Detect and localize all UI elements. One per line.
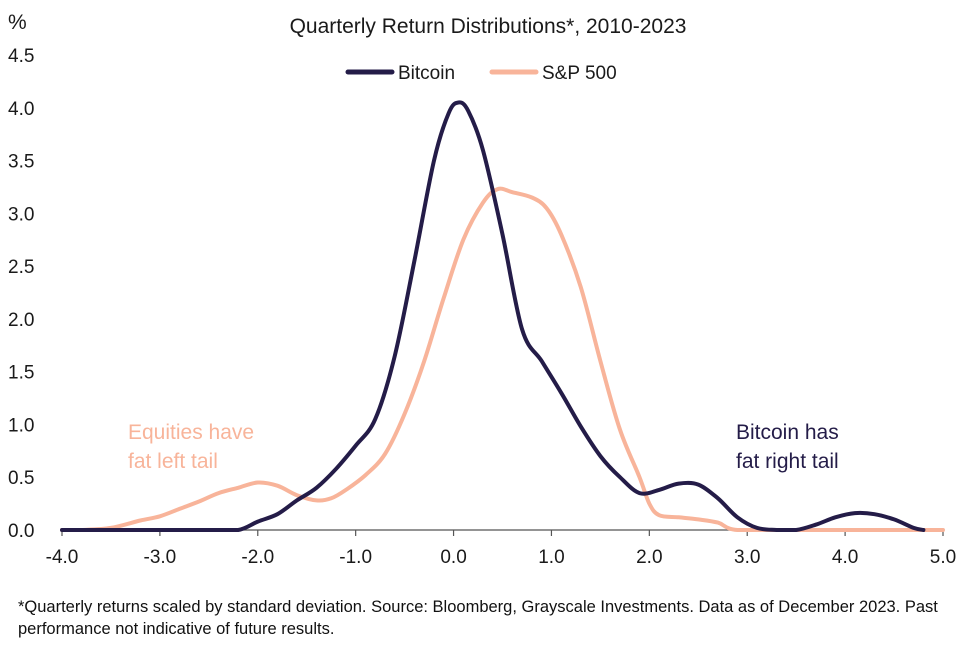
legend: Bitcoin S&P 500 xyxy=(345,63,617,84)
y-tick-label: 1.5 xyxy=(8,363,34,384)
series-line-bitcoin xyxy=(60,100,926,532)
y-axis-unit-label: % xyxy=(8,11,27,34)
y-tick-label: 0.5 xyxy=(8,468,34,489)
annotation-bitcoin-line2: fat right tail xyxy=(736,450,839,473)
y-tick-label: 3.5 xyxy=(8,152,34,173)
x-tick-label: -2.0 xyxy=(241,547,274,568)
x-tick-label: -4.0 xyxy=(46,547,79,568)
annotation-bitcoin-line1: Bitcoin has xyxy=(736,421,839,444)
y-tick-label: 1.0 xyxy=(8,415,34,436)
x-tick-label: 3.0 xyxy=(734,547,760,568)
series-line-sp500 xyxy=(60,186,945,533)
y-tick-label: 4.5 xyxy=(8,46,34,67)
x-tick-label: 5.0 xyxy=(930,547,956,568)
x-tick-label: 4.0 xyxy=(832,547,858,568)
footnote: *Quarterly returns scaled by standard de… xyxy=(18,598,938,638)
annotation-equities-line2: fat left tail xyxy=(128,450,218,473)
y-tick-label: 0.0 xyxy=(8,521,34,542)
x-tick-label: 0.0 xyxy=(440,547,466,568)
chart-title: Quarterly Return Distributions*, 2010-20… xyxy=(290,15,687,38)
series-lines xyxy=(60,100,945,533)
y-tick-label: 2.5 xyxy=(8,257,34,278)
x-tick-label: 1.0 xyxy=(538,547,564,568)
x-tick-label: 2.0 xyxy=(636,547,662,568)
x-tick-label: -3.0 xyxy=(144,547,177,568)
y-tick-label: 3.0 xyxy=(8,204,34,225)
axes: -4.0 -3.0 -2.0 -1.0 0.0 1.0 2.0 3.0 4.0 5.0 0.0 0.5… xyxy=(8,46,956,568)
legend-label-bitcoin: Bitcoin xyxy=(398,63,455,84)
annotation-equities-line1: Equities have xyxy=(128,421,254,444)
x-tick-label: -1.0 xyxy=(339,547,372,568)
distribution-chart: Quarterly Return Distributions*, 2010-20… xyxy=(8,11,956,568)
y-tick-label: 4.0 xyxy=(8,99,34,120)
legend-label-sp500: S&P 500 xyxy=(542,63,617,84)
y-tick-label: 2.0 xyxy=(8,310,34,331)
